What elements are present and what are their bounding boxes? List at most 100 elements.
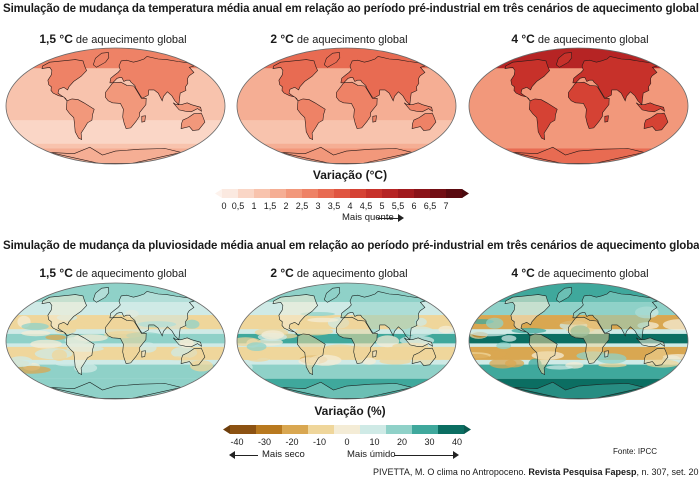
precip-scenario-2-level: 2 °C <box>270 266 294 280</box>
colorbar-tick-label: 4,5 <box>359 201 373 211</box>
precip-anomaly-patch <box>21 322 49 331</box>
colorbar-tick-label: 6 <box>411 201 417 211</box>
continent-madagascar <box>141 115 146 123</box>
precip-anomaly-patch <box>8 356 33 367</box>
colorbar-swatch <box>360 425 387 434</box>
colorbar-tick-label: 0,5 <box>231 201 245 211</box>
colorbar-tick-label: 1 <box>251 201 257 211</box>
precip-band <box>237 364 456 379</box>
continent-eurasia <box>572 291 658 341</box>
precip-anomaly-patch <box>362 357 376 365</box>
continent-eurasia <box>109 56 195 106</box>
precip-anomaly-patch <box>438 325 454 334</box>
temp-map-4c <box>468 47 689 165</box>
continent-africa <box>567 81 610 129</box>
continent-greenland <box>92 287 110 303</box>
colorbar-swatch <box>334 425 361 434</box>
continent-north-america <box>41 294 87 336</box>
continent-eurasia <box>572 56 658 106</box>
wet-note-arrow <box>394 455 454 456</box>
continent-south-america <box>296 98 326 140</box>
continent-australia <box>180 112 206 131</box>
temp-scenario-2-level: 2 °C <box>270 32 294 46</box>
colorbar-tick-label: 5,5 <box>391 201 405 211</box>
precip-band <box>469 346 688 360</box>
precip-scenario-3-label: 4 °C de aquecimento global <box>475 266 685 280</box>
precip-map-2c <box>236 282 457 400</box>
continent-eurasia <box>109 291 195 341</box>
colorbar-tick-label: 5 <box>379 201 385 211</box>
continent-australia <box>180 347 206 366</box>
continent-indonesia <box>172 102 202 113</box>
continent-indonesia <box>635 102 665 113</box>
precip-anomaly-patch <box>511 327 547 334</box>
colorbar-swatch <box>238 189 255 198</box>
colorbar-swatch <box>382 189 399 198</box>
map-fill-layer <box>6 48 225 164</box>
colorbar-swatch <box>308 425 335 434</box>
colorbar-tick-label: 2 <box>283 201 289 211</box>
continent-north-america <box>272 59 318 101</box>
precip-anomaly-patch <box>597 353 627 364</box>
map-outline <box>468 47 689 165</box>
dry-note: Mais seco <box>262 449 305 460</box>
continent-indonesia <box>403 102 433 113</box>
colorbar-swatch <box>256 425 283 434</box>
continent-antarctica <box>280 146 413 164</box>
precip-scenario-1-label: 1,5 °C de aquecimento global <box>13 266 213 280</box>
colorbar-right-tip <box>462 189 469 198</box>
continent-australia <box>411 347 437 366</box>
continent-north-america <box>272 294 318 336</box>
citation-journal: Revista Pesquisa Fapesp <box>528 467 637 477</box>
precip-anomaly-patch <box>139 342 157 353</box>
colorbar-left-tip <box>215 189 222 198</box>
precip-band <box>237 333 456 344</box>
precip-anomaly-patch <box>246 342 267 351</box>
colorbar-swatch <box>414 189 431 198</box>
continent-south-america <box>296 333 326 375</box>
colorbar-left-tip <box>223 425 230 434</box>
colorbar-swatch <box>366 189 383 198</box>
temperature-section-title: Simulação de mudança da temperatura médi… <box>3 3 699 15</box>
citation-details: , n. 307, set. 2021 <box>636 467 699 477</box>
map-outline <box>5 282 226 400</box>
colorbar-swatch <box>334 189 351 198</box>
precip-colorbar-title: Variação (%) <box>314 404 386 418</box>
map-outline <box>468 282 689 400</box>
precip-scenario-2-suffix: de aquecimento global <box>296 268 408 280</box>
map-outline <box>5 47 226 165</box>
temp-scenario-3-level: 4 °C <box>511 32 535 46</box>
continent-madagascar <box>604 115 609 123</box>
colorbar-swatch <box>438 425 465 434</box>
colorbar-right-tip <box>464 425 471 434</box>
precip-anomaly-patch <box>295 327 334 336</box>
continent-madagascar <box>372 350 377 358</box>
precip-scenario-3-suffix: de aquecimento global <box>537 268 649 280</box>
continent-africa <box>104 81 147 129</box>
temp-scenario-1-level: 1,5 °C <box>39 32 73 46</box>
colorbar-tick-label: 4 <box>347 201 353 211</box>
colorbar-swatch <box>222 189 239 198</box>
precip-anomaly-patch <box>21 330 51 337</box>
continent-greenland <box>555 287 573 303</box>
precip-anomaly-patch <box>471 330 508 337</box>
precip-anomaly-patch <box>379 357 412 365</box>
temp-colorbar-note: Mais quente <box>342 212 394 223</box>
wet-note-arrowhead <box>453 451 459 459</box>
colorbar-tick-label: 0 <box>221 201 227 211</box>
source-note: Fonte: IPCC <box>613 447 658 456</box>
precip-anomaly-patch <box>184 319 200 329</box>
precip-anomaly-patch <box>261 330 285 340</box>
precip-anomaly-patch <box>45 334 66 341</box>
continent-antarctica <box>280 381 413 399</box>
continent-south-america <box>528 98 558 140</box>
precip-anomaly-patch <box>489 358 517 369</box>
continent-madagascar <box>372 115 377 123</box>
precip-band <box>6 333 225 344</box>
colorbar-swatch <box>318 189 335 198</box>
precip-scenario-3-level: 4 °C <box>511 266 535 280</box>
dry-note-arrowhead <box>229 451 235 459</box>
continent-australia <box>643 112 669 131</box>
citation-author: PIVETTA, M. O clima no Antropoceno. <box>373 467 526 477</box>
continent-south-america <box>65 333 95 375</box>
